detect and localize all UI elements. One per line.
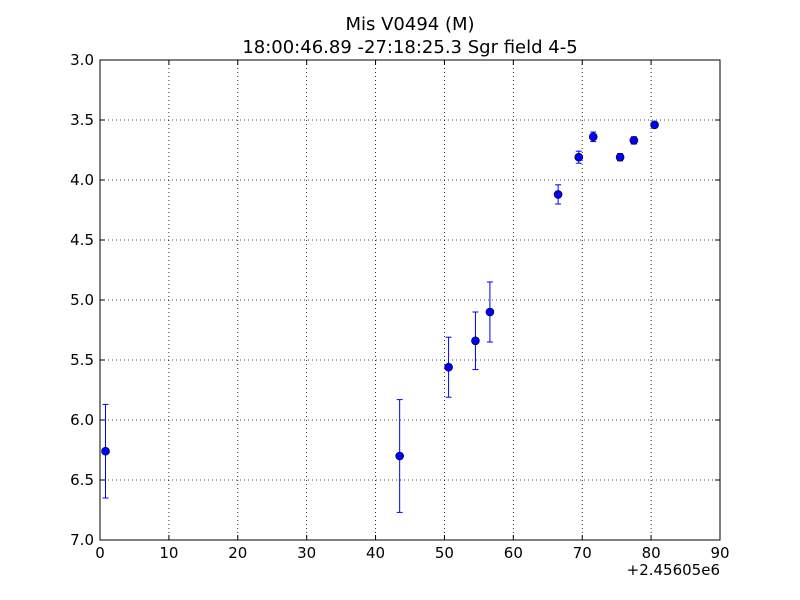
point-marker [629, 136, 639, 145]
data-point [485, 281, 495, 343]
y-tick-label: 4.0 [70, 171, 94, 189]
point-marker [444, 362, 453, 372]
point-marker [650, 120, 659, 130]
point-marker [395, 451, 404, 461]
x-tick-label: 20 [228, 544, 247, 562]
point-marker [485, 307, 495, 317]
y-tick-labels: 3.0 3.5 4.0 4.5 5.0 5.5 6.0 6.5 7.0 [70, 51, 94, 549]
y-tick-label: 3.0 [70, 51, 94, 69]
y-tick-label: 7.0 [70, 531, 94, 549]
x-offset-label: +2.45605e6 [627, 561, 720, 579]
data-point [574, 150, 584, 164]
x-tick-label: 60 [504, 544, 523, 562]
point-marker [553, 190, 563, 199]
data-point [650, 120, 659, 130]
x-tick-label: 70 [573, 544, 592, 562]
grid-lines [99, 59, 721, 541]
point-marker [471, 336, 480, 346]
y-tick-label: 6.5 [70, 471, 94, 489]
x-tick-labels: 0 10 20 30 40 50 60 70 80 90 [95, 544, 729, 562]
x-tick-label: 90 [710, 544, 729, 562]
y-tick-label: 6.0 [70, 411, 94, 429]
x-tick-label: 30 [297, 544, 316, 562]
point-marker [615, 152, 625, 162]
point-marker [101, 446, 110, 456]
data-point [444, 336, 453, 398]
x-tick-label: 40 [366, 544, 385, 562]
plot-frame [99, 59, 721, 541]
data-point [588, 131, 598, 143]
x-tick-label: 80 [642, 544, 661, 562]
y-tick-label: 3.5 [70, 111, 94, 129]
data-points [101, 120, 659, 513]
x-tick-label: 0 [95, 544, 105, 562]
x-tick-label: 50 [435, 544, 454, 562]
y-tick-label: 4.5 [70, 231, 94, 249]
point-marker [588, 132, 598, 142]
chart-subtitle: 18:00:46.89 -27:18:25.3 Sgr field 4-5 [242, 37, 577, 58]
y-tick-label: 5.5 [70, 351, 94, 369]
point-marker [574, 152, 584, 162]
y-tick-label: 5.0 [70, 291, 94, 309]
x-tick-label: 10 [159, 544, 178, 562]
data-point [615, 152, 625, 162]
data-point [395, 399, 404, 513]
data-point [101, 403, 110, 499]
data-point [471, 311, 480, 371]
data-point [553, 184, 563, 205]
chart-title: Mis V0494 (M) [345, 14, 474, 35]
data-point [629, 136, 639, 145]
